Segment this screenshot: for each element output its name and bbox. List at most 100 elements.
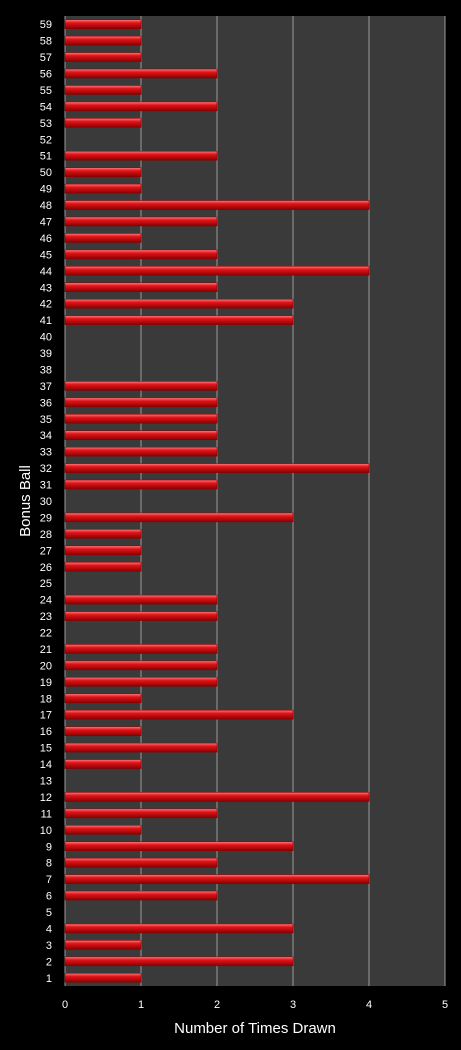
y-tick-label-37: 37 [40,381,52,393]
y-tick-label-32: 32 [40,463,52,475]
y-tick-label-2: 2 [46,956,52,968]
bar-28 [64,529,142,539]
y-tick-label-14: 14 [40,759,52,771]
y-tick-label-4: 4 [46,923,52,935]
y-tick-label-34: 34 [40,430,52,442]
y-tick-label-33: 33 [40,447,52,459]
bar-35 [64,414,218,424]
bar-18 [64,693,142,704]
bar-36 [64,397,218,408]
bar-42 [64,298,294,309]
bar-3 [64,940,142,950]
bar-9 [64,841,294,852]
y-tick-label-48: 48 [40,200,52,212]
bar-10 [64,825,142,835]
bar-32 [64,463,370,473]
y-tick-label-18: 18 [40,693,52,705]
bar-14 [64,759,142,769]
bar-8 [64,857,218,868]
bar-43 [64,282,218,293]
bar-31 [64,479,218,490]
x-tick-label-0: 0 [62,999,68,1011]
bar-24 [64,594,218,605]
y-tick-label-41: 41 [40,315,52,327]
y-tick-label-57: 57 [40,52,52,64]
bar-4 [64,923,294,934]
bar-56 [64,68,218,79]
y-tick-label-10: 10 [40,825,52,837]
y-tick-label-26: 26 [40,562,52,574]
y-tick-label-30: 30 [40,496,52,508]
y-tick-label-42: 42 [40,299,52,311]
y-axis-title: Bonus Ball [17,465,34,537]
y-tick-label-58: 58 [40,36,52,48]
bar-12 [64,792,370,802]
y-tick-label-22: 22 [40,628,52,640]
y-tick-label-16: 16 [40,726,52,738]
bar-48 [64,200,370,210]
bar-46 [64,233,142,243]
bar-26 [64,562,142,572]
y-tick-label-45: 45 [40,249,52,261]
y-tick-label-29: 29 [40,512,52,524]
bar-55 [64,85,142,95]
bar-16 [64,726,142,736]
y-tick-label-1: 1 [46,973,52,985]
bar-54 [64,101,218,112]
y-tick-label-20: 20 [40,660,52,672]
bar-37 [64,381,218,391]
bar-44 [64,266,370,276]
y-tick-label-21: 21 [40,644,52,656]
y-tick-label-49: 49 [40,184,52,196]
bar-19 [64,677,218,687]
bar-59 [64,19,142,29]
bar-23 [64,611,218,621]
y-tick-label-52: 52 [40,134,52,146]
y-tick-label-36: 36 [40,397,52,409]
bar-49 [64,183,142,194]
y-tick-label-46: 46 [40,233,52,245]
bar-15 [64,742,218,753]
y-tick-labels: 1234567891011121314151617181920212223242… [40,19,52,985]
y-tick-label-23: 23 [40,611,52,623]
bar-21 [64,644,218,654]
bar-47 [64,216,218,227]
x-tick-label-5: 5 [442,999,448,1011]
y-tick-label-31: 31 [40,480,52,492]
bar-50 [64,167,142,177]
y-tick-label-59: 59 [40,19,52,31]
y-tick-label-25: 25 [40,578,52,590]
bar-29 [64,512,294,523]
bar-20 [64,660,218,671]
bars [64,19,370,983]
y-tick-label-54: 54 [40,101,52,113]
y-tick-label-7: 7 [46,874,52,886]
bar-58 [64,35,142,46]
y-tick-label-12: 12 [40,792,52,804]
gridlines [64,16,446,986]
y-tick-label-53: 53 [40,118,52,130]
bar-33 [64,446,218,457]
x-tick-label-4: 4 [366,999,372,1011]
bar-57 [64,52,142,62]
x-tick-label-3: 3 [290,999,296,1011]
bar-6 [64,890,218,901]
bar-17 [64,709,294,720]
x-axis-title: Number of Times Drawn [174,1020,336,1037]
y-tick-label-17: 17 [40,710,52,722]
y-tick-label-11: 11 [41,808,52,820]
plot-area [65,16,445,986]
y-tick-label-39: 39 [40,348,52,360]
y-tick-label-51: 51 [40,151,52,163]
y-tick-label-8: 8 [46,858,52,870]
y-tick-label-13: 13 [40,775,52,787]
y-tick-label-5: 5 [46,907,52,919]
y-tick-label-6: 6 [46,891,52,903]
y-tick-label-24: 24 [40,595,52,607]
y-tick-label-19: 19 [40,677,52,689]
y-tick-label-9: 9 [46,841,52,853]
y-tick-label-44: 44 [40,266,52,278]
x-tick-label-2: 2 [214,999,220,1011]
y-tick-label-50: 50 [40,167,52,179]
